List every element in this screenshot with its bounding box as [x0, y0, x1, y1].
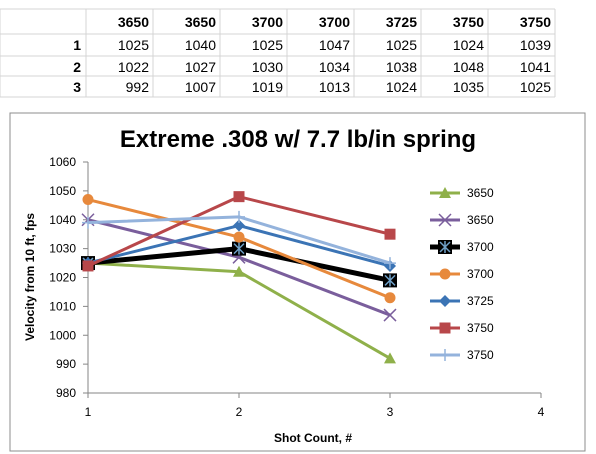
data-point[interactable] [384, 228, 396, 240]
table-cell[interactable]: 1041 [520, 59, 551, 75]
legend-marker[interactable] [439, 187, 451, 198]
data-point[interactable] [233, 219, 245, 232]
chart[interactable]: Extreme .308 w/ 7.7 lb/in spring Velocit… [9, 112, 586, 452]
legend-item[interactable]: 3700 [430, 240, 494, 254]
data-point[interactable] [233, 231, 245, 243]
table-cell[interactable]: 1025 [118, 37, 149, 53]
legend-item[interactable]: 3725 [430, 294, 494, 308]
legend-marker[interactable] [439, 295, 451, 307]
data-point[interactable] [384, 352, 396, 364]
legend-item[interactable]: 3750 [430, 348, 494, 362]
legend-item[interactable]: 3650 [430, 213, 494, 227]
legend-marker[interactable] [439, 349, 451, 361]
data-table: 3650 3650 3700 3700 3725 3750 3750 1 1025 1040 102… [0, 8, 556, 98]
table-cell[interactable]: 1007 [185, 79, 216, 95]
table-cell[interactable]: 1030 [252, 59, 283, 75]
x-tick-label: 4 [538, 405, 545, 419]
series-3 [82, 194, 396, 304]
data-point[interactable] [384, 292, 396, 304]
table-cell[interactable]: 1025 [386, 37, 417, 53]
legend-label: 3750 [467, 321, 494, 335]
table-cell[interactable]: 1013 [319, 79, 350, 95]
legend-marker[interactable] [439, 322, 451, 334]
series-5 [82, 191, 396, 272]
legend-label: 3650 [467, 213, 494, 227]
legend-label: 3700 [467, 267, 494, 281]
marker-star [384, 274, 396, 287]
table-header-cell[interactable]: 3650 [185, 14, 216, 30]
series-6 [82, 210, 396, 270]
table-cell[interactable]: 1034 [319, 59, 350, 75]
legend: 3650 3650 3700 3700 3725 3750 3750 [430, 186, 494, 362]
table-cell[interactable]: 1047 [319, 37, 350, 53]
x-axis-label: Shot Count, # [274, 431, 352, 445]
y-tick-label: 980 [56, 386, 76, 400]
table-cell[interactable]: 992 [126, 79, 150, 95]
data-point[interactable] [233, 210, 245, 223]
y-tick-label: 1060 [49, 155, 76, 169]
table-header-cell[interactable]: 3750 [453, 14, 484, 30]
data-point[interactable] [82, 260, 94, 272]
legend-marker[interactable] [438, 213, 452, 227]
table-row-label[interactable]: 1 [73, 37, 81, 53]
table-cell[interactable]: 1027 [185, 59, 216, 75]
table-cell[interactable]: 1048 [453, 59, 484, 75]
y-tick-label: 1050 [49, 184, 76, 198]
data-point[interactable] [233, 191, 245, 203]
legend-label: 3750 [467, 348, 494, 362]
table-header-cell[interactable]: 3650 [118, 14, 149, 30]
legend-label: 3725 [467, 294, 494, 308]
y-tick-label: 1010 [49, 299, 76, 313]
marker-star [233, 242, 245, 255]
data-point[interactable] [233, 265, 245, 277]
data-point[interactable] [82, 216, 94, 229]
y-tick-label: 1030 [49, 242, 76, 256]
y-tick-label: 1040 [49, 213, 76, 227]
table-cell[interactable]: 1024 [386, 79, 417, 95]
table-cell[interactable]: 1024 [453, 37, 484, 53]
table-cell[interactable]: 1022 [118, 59, 149, 75]
x-tick-label: 1 [85, 405, 92, 419]
legend-label: 3700 [467, 240, 494, 254]
data-point[interactable] [82, 194, 94, 206]
legend-item[interactable]: 3750 [430, 321, 494, 335]
table-cell[interactable]: 1025 [252, 37, 283, 53]
y-tick-label: 990 [56, 357, 76, 371]
x-tick-label: 2 [236, 405, 243, 419]
y-tick-label: 1020 [49, 271, 76, 285]
legend-marker[interactable] [439, 268, 451, 280]
axes: 980 990 1000 1010 1020 1030 1040 1050 1060 1 2 3 4 [49, 155, 544, 419]
table-row-label[interactable]: 3 [73, 79, 81, 95]
legend-marker[interactable] [438, 240, 452, 254]
chart-title: Extreme .308 w/ 7.7 lb/in spring [120, 126, 476, 153]
table-cell[interactable]: 1035 [453, 79, 484, 95]
data-point[interactable] [232, 241, 246, 256]
marker-star [439, 241, 451, 253]
table-cell[interactable]: 1025 [520, 79, 551, 95]
data-point[interactable] [383, 273, 397, 288]
data-point[interactable] [383, 308, 397, 322]
table-cell[interactable]: 1038 [386, 59, 417, 75]
plot-area [81, 191, 397, 364]
legend-item[interactable]: 3650 [430, 186, 494, 200]
table-header-cell[interactable]: 3700 [252, 14, 283, 30]
table-cell[interactable]: 1039 [520, 37, 551, 53]
data-point[interactable] [384, 257, 396, 270]
y-tick-label: 1000 [49, 328, 76, 342]
table-header-cell[interactable]: 3750 [520, 14, 551, 30]
x-tick-label: 3 [387, 405, 394, 419]
series-1 [81, 213, 397, 322]
legend-item[interactable]: 3700 [430, 267, 494, 281]
chart-frame[interactable] [9, 112, 586, 452]
table-header-cell[interactable]: 3725 [386, 14, 417, 30]
table-cell[interactable]: 1040 [185, 37, 216, 53]
table-row-label[interactable]: 2 [73, 59, 81, 75]
legend-label: 3650 [467, 186, 494, 200]
table-cell[interactable]: 1019 [252, 79, 283, 95]
y-axis-label: Velocity from 10 ft, fps [23, 213, 37, 341]
table-header-cell[interactable]: 3700 [319, 14, 350, 30]
